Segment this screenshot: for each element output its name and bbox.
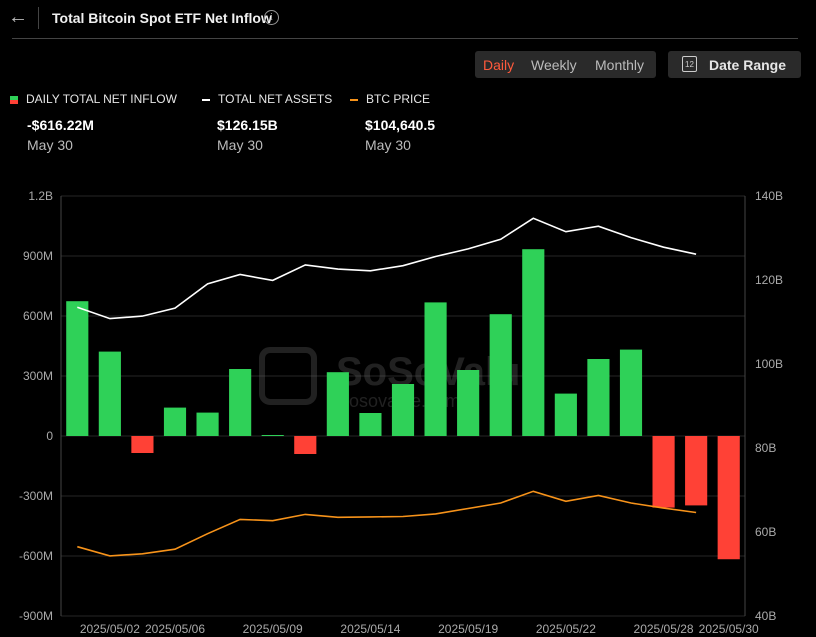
inflow-bar bbox=[489, 314, 512, 436]
inflow-date: May 30 bbox=[27, 137, 73, 153]
watermark-logo-icon bbox=[259, 347, 317, 405]
x-tick-label: 2025/05/06 bbox=[145, 622, 205, 636]
page-title: Total Bitcoin Spot ETF Net Inflow bbox=[52, 10, 272, 26]
header-underline bbox=[12, 38, 798, 39]
legend-assets[interactable]: TOTAL NET ASSETS bbox=[202, 92, 332, 106]
y-left-tick-label: -900M bbox=[19, 609, 53, 623]
y-left-tick-label: 0 bbox=[46, 429, 53, 443]
inflow-bar bbox=[359, 413, 382, 436]
inflow-bar bbox=[619, 349, 643, 436]
y-left-tick-label: -600M bbox=[19, 549, 53, 563]
assets-value: $126.15B bbox=[217, 117, 278, 133]
x-tick-label: 2025/05/09 bbox=[243, 622, 303, 636]
date-range-button[interactable]: 12 Date Range bbox=[668, 51, 801, 78]
inflow-bar bbox=[196, 412, 219, 436]
calendar-icon: 12 bbox=[682, 56, 697, 72]
x-tick-label: 2025/05/19 bbox=[438, 622, 498, 636]
inflow-bar bbox=[326, 372, 349, 436]
header-divider bbox=[38, 7, 39, 29]
inflow-bar bbox=[717, 436, 740, 560]
tab-weekly[interactable]: Weekly bbox=[531, 57, 577, 73]
inflow-value: -$616.22M bbox=[27, 117, 94, 133]
total-net-assets-line bbox=[77, 217, 697, 320]
y-right-tick-label: 120B bbox=[755, 273, 783, 287]
inflow-bar bbox=[391, 384, 415, 436]
btc-price-line bbox=[77, 490, 697, 557]
y-left-tick-label: -300M bbox=[19, 489, 53, 503]
inflow-bar bbox=[652, 436, 675, 508]
legend-swatch-price bbox=[350, 98, 358, 101]
inflow-bar bbox=[98, 351, 121, 436]
legend-label-price: BTC PRICE bbox=[366, 92, 431, 106]
period-selector: Daily Weekly Monthly bbox=[475, 51, 656, 78]
inflow-bar bbox=[554, 393, 577, 436]
y-left-tick-label: 300M bbox=[23, 369, 53, 383]
inflow-bar bbox=[424, 302, 447, 436]
legend-label-assets: TOTAL NET ASSETS bbox=[218, 92, 333, 106]
price-value: $104,640.5 bbox=[365, 117, 436, 133]
y-right-tick-label: 60B bbox=[755, 525, 776, 539]
inflow-bar bbox=[522, 249, 545, 436]
legend-swatch-inflow bbox=[10, 95, 18, 104]
legend-inflow[interactable]: DAILY TOTAL NET INFLOW bbox=[10, 92, 177, 106]
tab-monthly[interactable]: Monthly bbox=[595, 57, 645, 73]
y-left-tick-label: 600M bbox=[23, 309, 53, 323]
y-left-tick-label: 1.2B bbox=[28, 189, 53, 203]
legend-price[interactable]: BTC PRICE bbox=[350, 92, 430, 106]
y-left-tick-label: 900M bbox=[23, 249, 53, 263]
y-right-tick-label: 40B bbox=[755, 609, 776, 623]
x-tick-label: 2025/05/14 bbox=[340, 622, 400, 636]
x-tick-label: 2025/05/02 bbox=[80, 622, 140, 636]
inflow-bar bbox=[261, 435, 284, 436]
x-tick-label: 2025/05/30 bbox=[699, 622, 759, 636]
inflow-bar bbox=[131, 436, 154, 453]
tab-daily[interactable]: Daily bbox=[483, 57, 515, 73]
info-icon[interactable]: i bbox=[264, 10, 279, 25]
x-tick-label: 2025/05/28 bbox=[634, 622, 694, 636]
assets-date: May 30 bbox=[217, 137, 263, 153]
price-date: May 30 bbox=[365, 137, 411, 153]
inflow-bar bbox=[457, 370, 480, 436]
legend-swatch-assets bbox=[202, 98, 210, 101]
x-tick-label: 2025/05/22 bbox=[536, 622, 596, 636]
inflow-bar bbox=[294, 436, 317, 454]
y-right-tick-label: 100B bbox=[755, 357, 783, 371]
inflow-bar bbox=[66, 301, 89, 436]
back-arrow-icon[interactable]: ← bbox=[8, 6, 28, 28]
y-right-tick-label: 140B bbox=[755, 189, 783, 203]
inflow-bar bbox=[163, 407, 187, 436]
y-right-tick-label: 80B bbox=[755, 441, 776, 455]
legend-label-inflow: DAILY TOTAL NET INFLOW bbox=[26, 92, 177, 106]
inflow-bar bbox=[685, 436, 708, 506]
date-range-label: Date Range bbox=[709, 57, 787, 73]
inflow-bar bbox=[229, 369, 252, 436]
header-bar: ← Total Bitcoin Spot ETF Net Inflow i bbox=[0, 0, 816, 38]
inflow-bar bbox=[587, 359, 610, 436]
